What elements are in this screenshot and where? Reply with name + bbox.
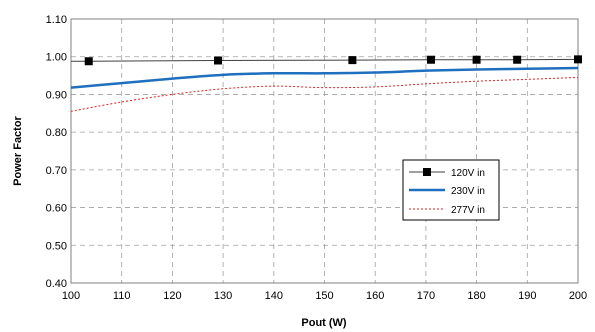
x-tick-label: 100	[62, 290, 80, 302]
legend-box	[402, 159, 500, 221]
x-tick-label: 180	[467, 290, 485, 302]
y-tick-label: 0.40	[46, 278, 67, 290]
legend-label-230v: 230V in	[451, 186, 485, 197]
x-tick-label: 200	[569, 290, 587, 302]
series-marker-120v	[84, 57, 93, 66]
x-tick-label: 160	[366, 290, 384, 302]
x-axis-title: Pout (W)	[301, 317, 347, 329]
y-tick-label: 1.00	[46, 52, 67, 64]
legend-label-277v: 277V in	[451, 205, 485, 216]
legend-label-120v: 120V in	[451, 168, 485, 179]
x-tick-label: 190	[518, 290, 536, 302]
tick-labels: 0.40 0.50 0.60 0.70 0.80 0.90 1.00 1.10 100 110 12…	[46, 14, 588, 302]
legend: 120V in 230V in 277V in	[402, 159, 500, 221]
series-line-230v	[70, 66, 579, 89]
y-tick-label: 0.90	[46, 89, 67, 101]
legend-marker-120v	[423, 168, 431, 176]
x-tick-label: 110	[113, 290, 131, 302]
x-tick-label: 170	[417, 290, 435, 302]
series-marker-120v	[426, 55, 435, 64]
grid	[71, 19, 578, 283]
series-marker-120v	[513, 55, 522, 64]
y-tick-label: 1.10	[46, 14, 67, 26]
x-tick-label: 150	[315, 290, 333, 302]
x-tick-label: 140	[265, 290, 283, 302]
series-marker-120v	[348, 56, 357, 65]
series-layer	[70, 55, 582, 112]
y-tick-label: 0.50	[46, 240, 67, 252]
plot-area-frame	[70, 18, 579, 284]
series-marker-120v	[472, 55, 481, 64]
series-marker-120v	[214, 56, 223, 65]
series-marker-120v	[574, 55, 582, 64]
y-tick-label: 0.60	[46, 203, 67, 215]
series-line-120v	[71, 58, 579, 62]
y-tick-label: 0.70	[46, 165, 67, 177]
x-tick-label: 130	[214, 290, 232, 302]
x-tick-label: 120	[163, 290, 181, 302]
y-axis-title: Power Factor	[12, 115, 24, 185]
y-tick-label: 0.80	[46, 127, 67, 139]
